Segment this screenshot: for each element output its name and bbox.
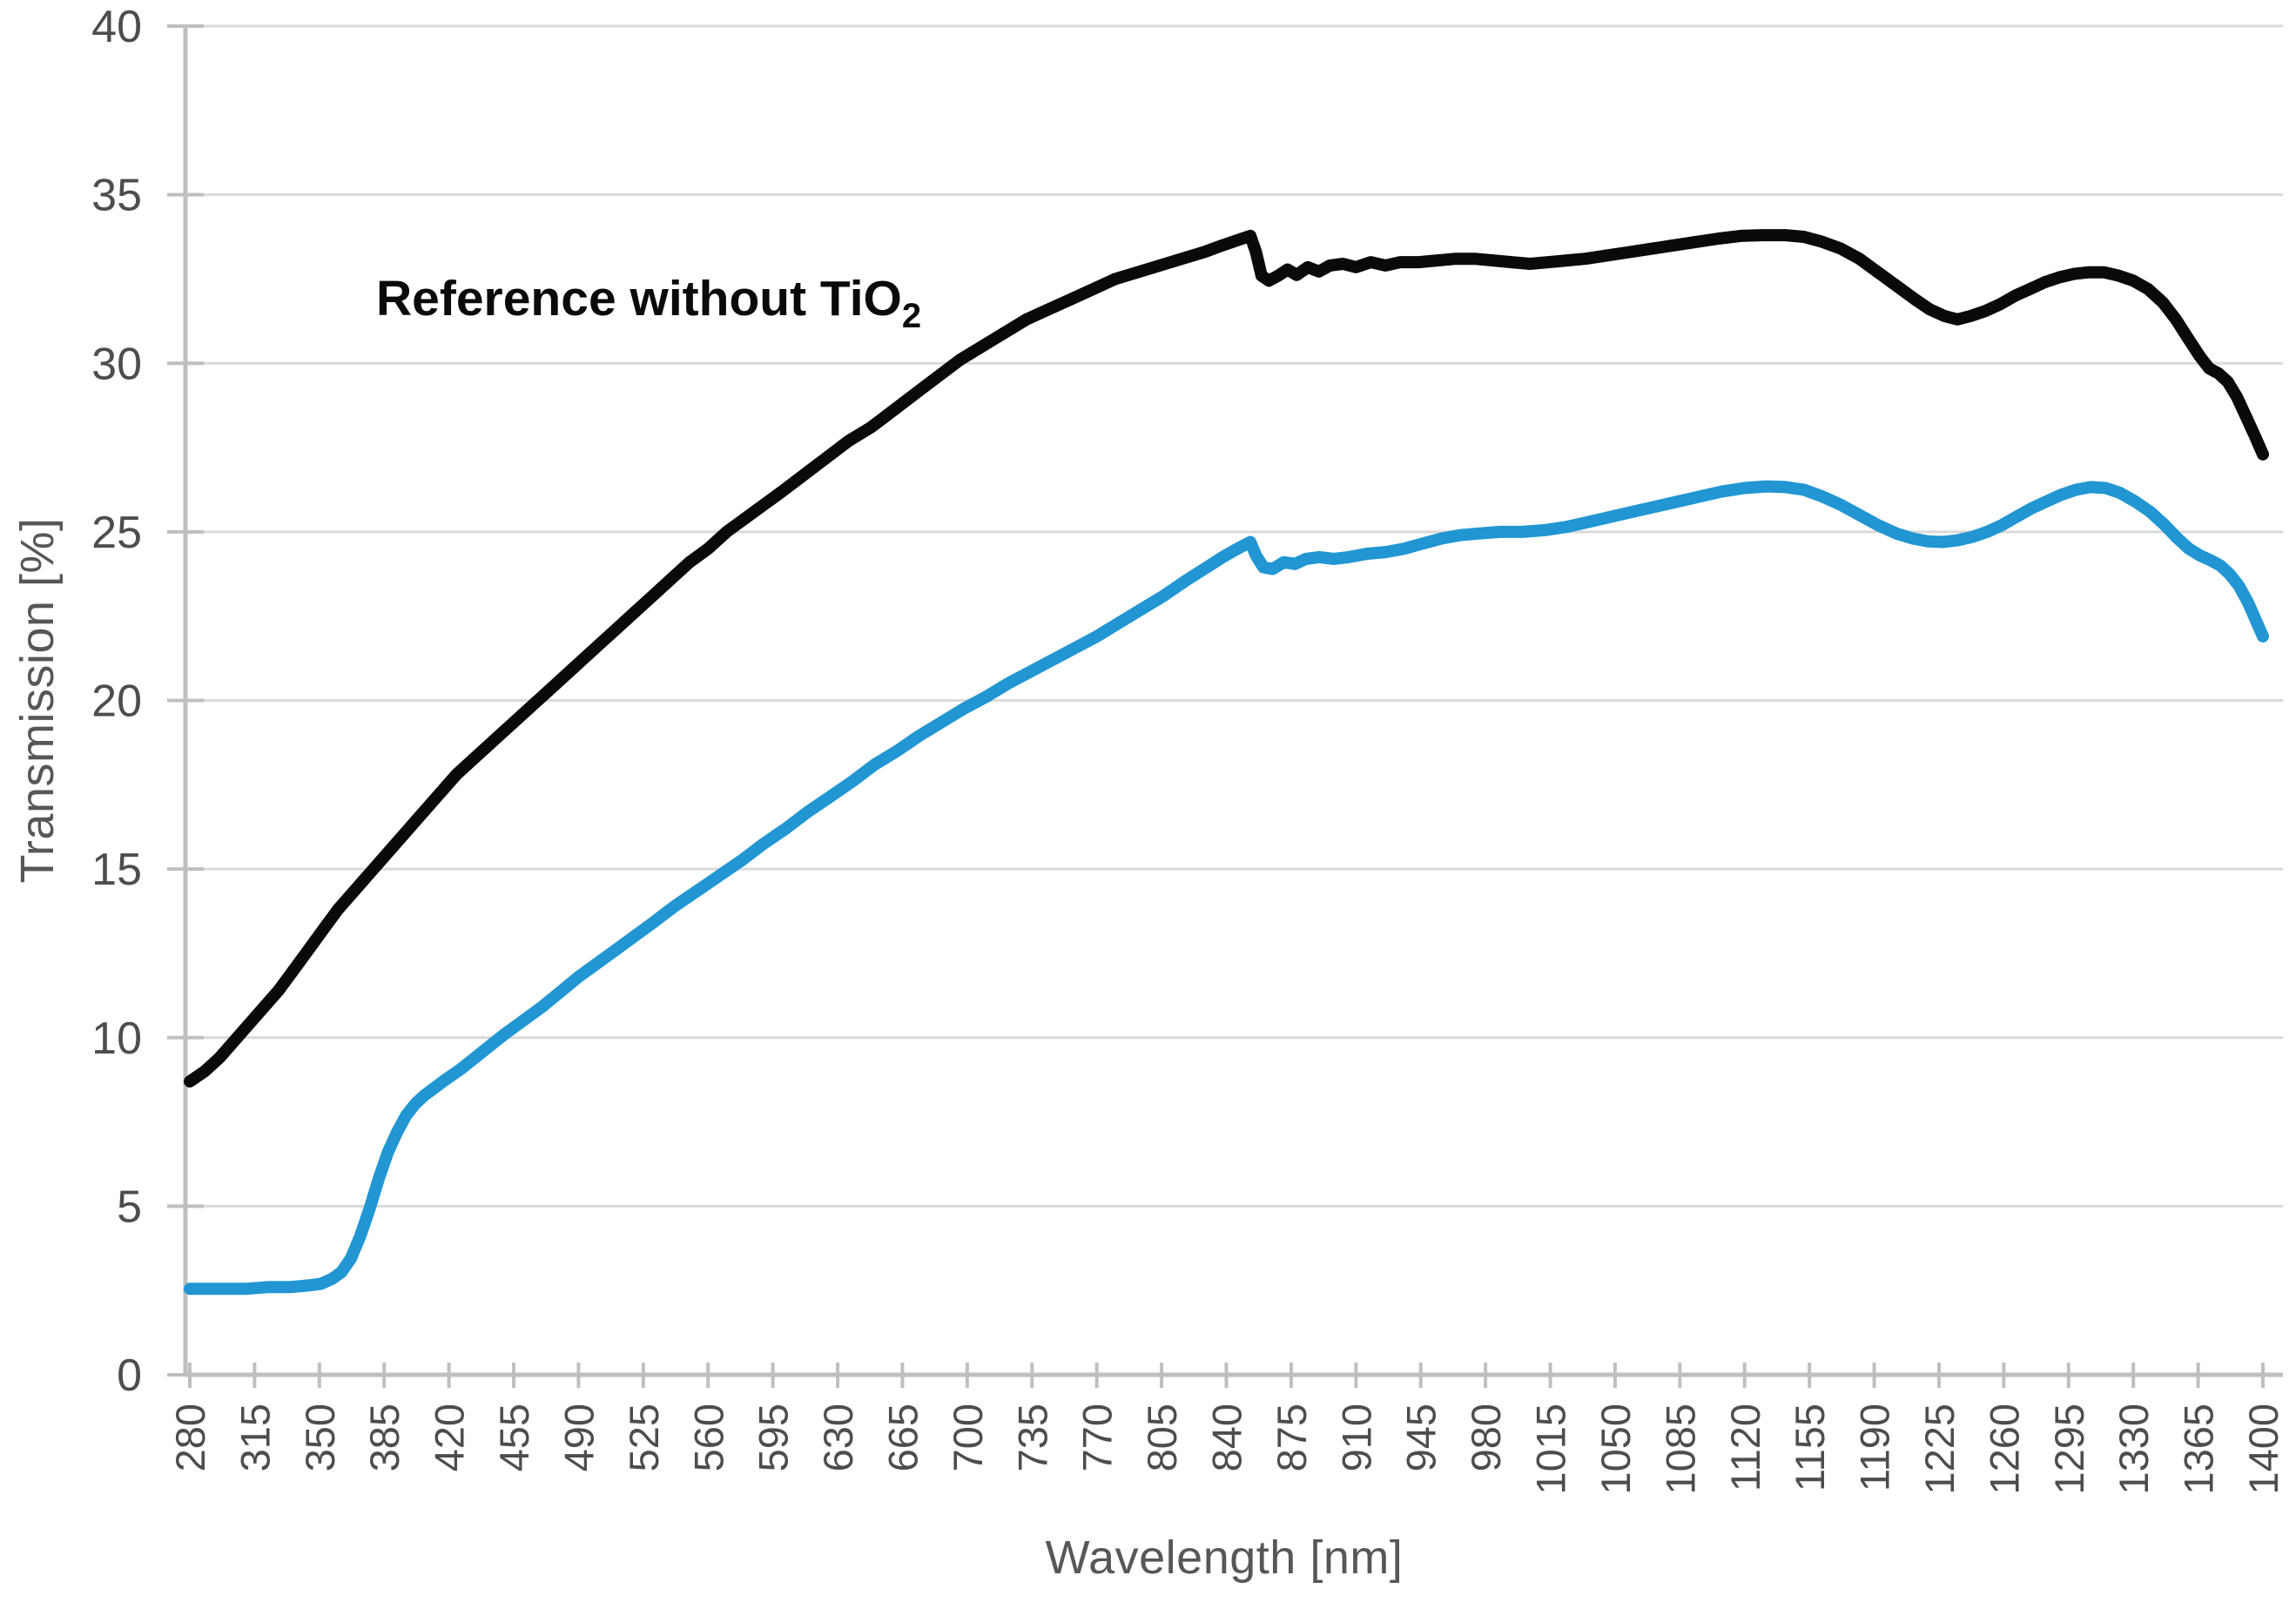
x-tick-label-315: 315 <box>232 1404 278 1471</box>
y-tick-label-35: 35 <box>91 171 142 221</box>
x-tick-label-1190: 1190 <box>1852 1404 1898 1491</box>
x-tick-label-595: 595 <box>751 1404 797 1471</box>
y-tick-label-30: 30 <box>91 339 142 389</box>
x-tick-label-490: 490 <box>555 1404 602 1471</box>
y-tick-label-0: 0 <box>117 1350 142 1401</box>
x-tick-label-1085: 1085 <box>1657 1404 1703 1495</box>
x-tick-label-770: 770 <box>1074 1404 1121 1471</box>
series-reference-without-TiO2 <box>184 229 2269 1088</box>
x-tick-label-525: 525 <box>621 1404 667 1471</box>
x-tick-label-560: 560 <box>685 1404 731 1471</box>
x-tick-label-735: 735 <box>1009 1404 1055 1471</box>
y-axis-title: Transmission [%] <box>11 517 64 884</box>
x-tick-label-350: 350 <box>297 1404 343 1471</box>
x-tick-label-630: 630 <box>815 1404 861 1471</box>
x-tick-label-385: 385 <box>361 1404 407 1471</box>
x-tick-label-875: 875 <box>1269 1404 1315 1471</box>
x-tick-label-910: 910 <box>1333 1404 1379 1471</box>
series-blue-coated-sample <box>184 480 2269 1296</box>
x-tick-label-1330: 1330 <box>2111 1404 2157 1495</box>
x-tick-label-1400: 1400 <box>2240 1404 2286 1495</box>
x-tick-label-420: 420 <box>427 1404 473 1471</box>
x-tick-label-665: 665 <box>879 1404 926 1471</box>
x-tick-label-1155: 1155 <box>1787 1404 1833 1491</box>
x-tick-label-1365: 1365 <box>2176 1404 2222 1495</box>
x-tick-label-700: 700 <box>945 1404 991 1471</box>
y-tick-label-25: 25 <box>91 508 142 558</box>
x-tick-label-945: 945 <box>1398 1404 1444 1471</box>
x-tick-label-980: 980 <box>1463 1404 1509 1471</box>
x-tick-label-1295: 1295 <box>2046 1404 2092 1495</box>
x-tick-label-1260: 1260 <box>1981 1404 2027 1495</box>
x-tick-label-280: 280 <box>167 1404 213 1471</box>
x-tick-label-455: 455 <box>491 1404 537 1471</box>
reference-annotation: Reference without TiO2 <box>376 270 921 335</box>
y-tick-label-15: 15 <box>91 845 142 895</box>
y-tick-label-5: 5 <box>117 1182 142 1232</box>
x-tick-label-840: 840 <box>1204 1404 1250 1471</box>
x-tick-label-1015: 1015 <box>1528 1404 1574 1495</box>
x-tick-label-1050: 1050 <box>1592 1404 1639 1495</box>
x-axis-title: Wavelength [nm] <box>1045 1532 1404 1584</box>
subscript-2: 2 <box>901 297 922 335</box>
x-tick-label-805: 805 <box>1139 1404 1185 1471</box>
reference-annotation-text: Reference without TiO <box>376 271 902 327</box>
y-tick-label-40: 40 <box>91 2 142 52</box>
y-tick-label-10: 10 <box>91 1013 142 1064</box>
x-tick-label-1225: 1225 <box>1916 1404 1963 1495</box>
y-tick-label-20: 20 <box>91 677 142 727</box>
x-tick-label-1120: 1120 <box>1722 1404 1768 1491</box>
